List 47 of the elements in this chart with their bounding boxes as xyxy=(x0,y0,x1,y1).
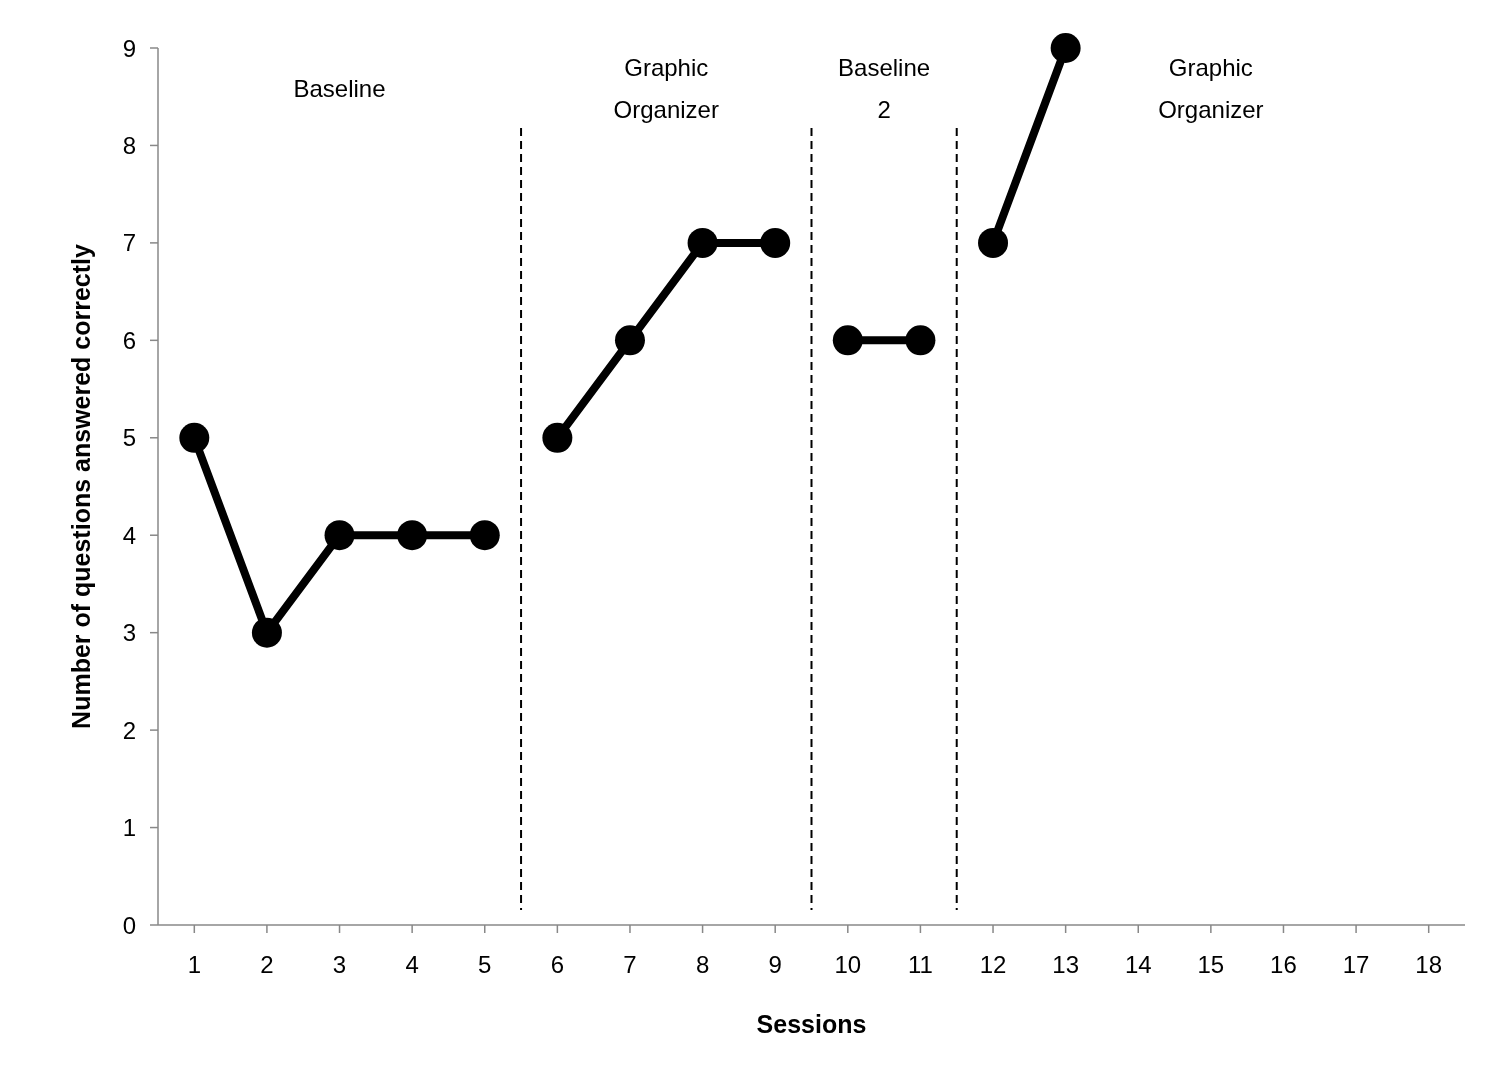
x-tick-label: 9 xyxy=(768,951,782,978)
point xyxy=(542,422,573,453)
y-tick-label: 1 xyxy=(122,814,136,842)
point xyxy=(905,325,936,356)
point xyxy=(832,325,863,356)
point xyxy=(179,422,210,453)
x-tick-label: 17 xyxy=(1342,951,1370,978)
y-tick-label: 3 xyxy=(122,619,136,647)
x-tick-label: 1 xyxy=(187,951,201,978)
x-tick-label: 6 xyxy=(550,951,565,978)
x-tick-label: 14 xyxy=(1124,951,1152,978)
x-axis-title: Sessions xyxy=(756,1010,867,1038)
y-tick-label: 9 xyxy=(122,34,136,62)
point xyxy=(397,520,428,551)
y-tick-label: 4 xyxy=(122,521,136,549)
point xyxy=(614,325,645,356)
y-tick-label: 2 xyxy=(122,716,136,744)
x-tick-label: 16 xyxy=(1270,951,1297,978)
y-axis-title: Number of questions answered correctly xyxy=(67,243,95,729)
annotation: Baseline 2 xyxy=(838,53,931,123)
y-tick-label: 6 xyxy=(122,326,136,354)
point xyxy=(469,520,500,551)
point xyxy=(324,520,355,551)
point xyxy=(687,227,718,258)
y-tick-label: 5 xyxy=(122,424,136,452)
annotation: Graphic Organizer xyxy=(1158,53,1264,123)
x-tick-label: 12 xyxy=(979,951,1007,978)
x-tick-label: 15 xyxy=(1197,951,1225,978)
y-tick-label: 0 xyxy=(122,911,136,939)
annotation: Baseline xyxy=(293,74,386,102)
x-tick-label: 10 xyxy=(834,951,862,978)
point xyxy=(1050,33,1081,63)
x-tick-label: 7 xyxy=(623,951,637,978)
x-tick-label: 5 xyxy=(478,951,492,978)
x-tick-label: 3 xyxy=(332,951,347,978)
y-tick-label: 7 xyxy=(122,229,136,257)
x-tick-label: 2 xyxy=(260,951,274,978)
x-tick-label: 11 xyxy=(907,951,933,978)
x-tick-label: 8 xyxy=(695,951,710,978)
x-tick-label: 13 xyxy=(1052,951,1079,978)
x-tick-label: 18 xyxy=(1415,951,1443,978)
y-tick-label: 8 xyxy=(122,131,136,159)
annotation: Graphic Organizer xyxy=(613,53,719,123)
x-tick-label: 4 xyxy=(405,951,419,978)
point xyxy=(978,227,1009,258)
point xyxy=(251,617,282,648)
point xyxy=(760,227,791,258)
